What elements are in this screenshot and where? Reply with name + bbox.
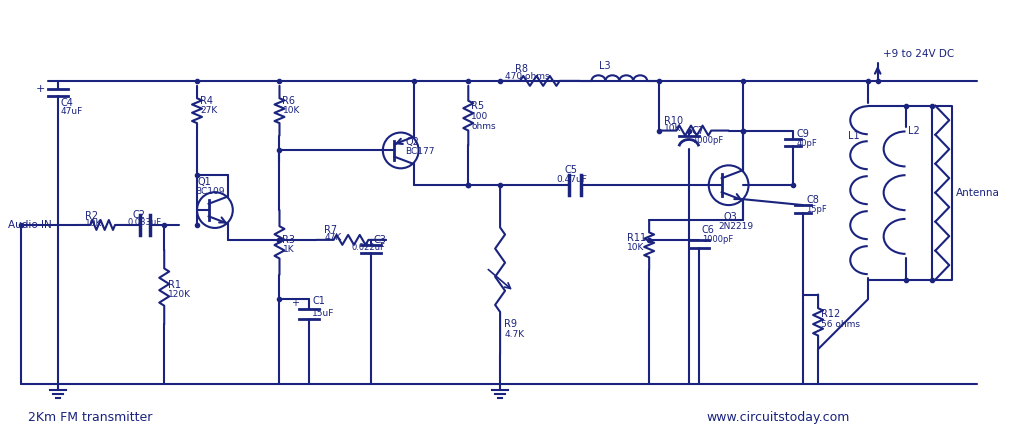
Text: C7: C7 (691, 125, 705, 136)
Text: 4.7K: 4.7K (504, 330, 524, 339)
Text: C3: C3 (374, 235, 387, 245)
Text: R11: R11 (628, 233, 646, 243)
Text: R4: R4 (200, 96, 213, 106)
Text: Audio IN: Audio IN (8, 220, 52, 230)
Text: C2: C2 (133, 210, 145, 220)
Text: 10K: 10K (84, 220, 102, 228)
Text: BC177: BC177 (404, 147, 434, 156)
Text: +9 to 24V DC: +9 to 24V DC (883, 49, 954, 59)
Text: 120K: 120K (168, 290, 191, 299)
Text: L2: L2 (909, 125, 920, 136)
Text: C4: C4 (61, 98, 74, 108)
Text: +: + (36, 84, 45, 94)
Text: 15uF: 15uF (312, 309, 334, 318)
Text: C5: C5 (565, 165, 577, 175)
Text: R5: R5 (471, 101, 485, 111)
Text: Q3: Q3 (723, 212, 738, 222)
Text: 1K: 1K (283, 246, 294, 254)
Text: 10K: 10K (283, 106, 299, 115)
Text: R3: R3 (283, 235, 295, 245)
Text: ohms: ohms (471, 122, 496, 131)
Text: 10K: 10K (628, 243, 644, 252)
Text: 47uF: 47uF (61, 107, 83, 116)
Text: 100: 100 (471, 112, 489, 121)
Text: 15pF: 15pF (806, 205, 827, 213)
Text: +: + (291, 298, 299, 308)
Text: R10: R10 (664, 116, 683, 126)
Text: R6: R6 (283, 96, 295, 106)
Text: 40pF: 40pF (796, 139, 817, 148)
Text: Antenna: Antenna (956, 188, 1000, 198)
Text: C6: C6 (702, 225, 715, 235)
Text: L1: L1 (848, 131, 859, 140)
Text: Q2: Q2 (405, 137, 420, 147)
Text: R8: R8 (514, 64, 528, 74)
Text: 2N2219: 2N2219 (718, 223, 754, 231)
Text: 2Km FM transmitter: 2Km FM transmitter (28, 411, 152, 424)
Text: R1: R1 (168, 279, 181, 290)
Text: www.circuitstoday.com: www.circuitstoday.com (707, 411, 850, 424)
Text: 0.47uF: 0.47uF (557, 175, 588, 184)
Text: R7: R7 (324, 225, 338, 235)
Text: 0.022uF: 0.022uF (351, 243, 385, 252)
Text: 470 ohms: 470 ohms (505, 73, 549, 81)
Text: R2: R2 (84, 211, 98, 221)
Text: C9: C9 (796, 128, 809, 139)
Text: 10K: 10K (664, 124, 681, 133)
Text: 27K: 27K (200, 106, 217, 115)
Text: R9: R9 (504, 319, 517, 329)
Text: C8: C8 (806, 195, 819, 205)
Text: 47K: 47K (324, 233, 342, 242)
Text: R12: R12 (821, 309, 841, 319)
Text: 1000pF: 1000pF (691, 136, 723, 145)
Text: L3: L3 (600, 61, 611, 71)
Text: 1000pF: 1000pF (702, 235, 733, 244)
Text: C1: C1 (312, 297, 325, 307)
Text: 56 ohms: 56 ohms (821, 320, 860, 329)
Text: 0.033uF: 0.033uF (128, 219, 162, 227)
Text: BC109: BC109 (196, 187, 224, 196)
Text: Q1: Q1 (197, 177, 211, 187)
